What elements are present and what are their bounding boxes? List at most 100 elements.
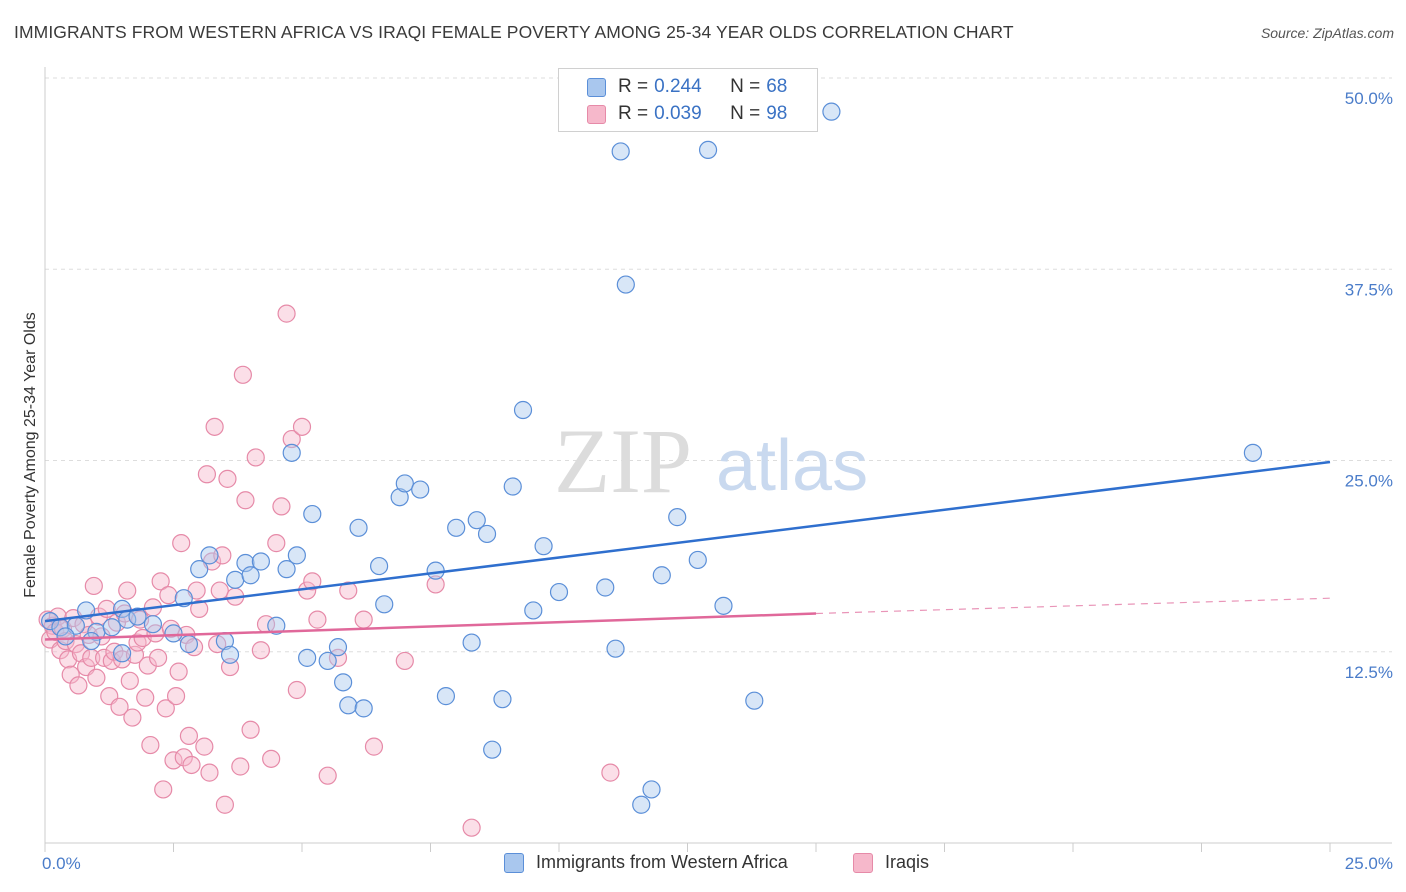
y-tick-label: 37.5% — [1345, 280, 1393, 299]
iraqis-points — [38, 304, 620, 837]
iraqis-point — [303, 572, 322, 591]
legend-r-value: 0.244 — [654, 76, 702, 97]
western-africa-point — [436, 687, 456, 706]
iraqis-point — [141, 735, 160, 755]
iraqis-point — [164, 751, 183, 770]
iraqis-point — [231, 757, 250, 776]
x-tick-label: 0.0% — [42, 854, 81, 873]
iraqis-point — [215, 795, 234, 814]
iraqis-point — [328, 648, 348, 667]
trend-lines — [44, 460, 1331, 641]
western-africa-point — [226, 570, 245, 589]
western-africa-point — [596, 578, 615, 597]
iraqis-point — [190, 599, 209, 619]
western-africa-point — [411, 480, 430, 499]
iraqis-point — [172, 534, 191, 553]
source-label: Source: ZipAtlas.com — [1260, 25, 1394, 41]
western-africa-point — [611, 142, 630, 161]
western-africa-point — [267, 616, 286, 635]
western-africa-point — [375, 595, 394, 614]
western-africa-point — [513, 400, 533, 420]
iraqis-point — [184, 638, 204, 657]
western-africa-point — [112, 644, 132, 663]
western-africa-point — [493, 690, 512, 709]
iraqis-trend-line — [44, 612, 817, 641]
western-africa-point — [606, 639, 625, 658]
iraqis-point — [292, 417, 312, 436]
iraqis-point — [156, 699, 175, 718]
iraqis-point — [277, 304, 296, 323]
western-africa-point — [426, 561, 445, 580]
iraqis-point — [169, 662, 188, 681]
legend-r-label: R = — [618, 103, 649, 124]
iraqis-point — [213, 546, 232, 565]
y-tick-label: 25.0% — [1345, 472, 1393, 491]
legend-n-value: 98 — [766, 103, 788, 124]
western-africa-point — [483, 740, 502, 759]
iraqis-point — [138, 656, 157, 675]
legend-n-label: N = — [730, 103, 761, 124]
iraqis-point — [287, 680, 306, 700]
iraqis-point — [148, 648, 168, 667]
legend-n-label: N = — [730, 76, 761, 97]
legend-row-iraqis: R = 0.039 N = 98 — [559, 101, 787, 127]
western-africa-point — [334, 673, 353, 692]
iraqis-point — [87, 668, 106, 687]
legend-item-western-africa[interactable]: Immigrants from Western Africa — [504, 852, 788, 873]
iraqis-point — [71, 644, 91, 663]
iraqis-point — [210, 581, 229, 600]
western-africa-point — [241, 566, 260, 585]
western-africa-point — [745, 691, 764, 710]
iraqis-point — [233, 365, 252, 384]
legend-row-western-africa: R = 0.244 N = 68 — [559, 74, 787, 100]
iraqis-point — [200, 763, 219, 782]
iraqis-point — [395, 651, 414, 671]
western-africa-point — [328, 638, 348, 657]
legend-r-label: R = — [618, 76, 649, 97]
iraqis-point — [205, 417, 224, 436]
correlation-legend: R = 0.244 N = 68 R = 0.039 N = 98 — [558, 68, 818, 132]
blue-swatch — [504, 852, 524, 873]
western-africa-point — [102, 618, 121, 637]
western-africa-point — [287, 546, 306, 565]
iraqis-point — [123, 708, 142, 727]
legend-item-label: Iraqis — [885, 852, 930, 872]
watermark-zip: ZIP — [554, 410, 692, 512]
western-africa-point — [395, 474, 414, 493]
western-africa-point — [143, 615, 163, 634]
iraqis-point — [364, 737, 384, 756]
x-tick-labels: 0.0% 25.0% — [42, 854, 1393, 873]
western-africa-point — [698, 140, 718, 160]
iraqis-point — [267, 534, 286, 553]
legend-item-label: Immigrants from Western Africa — [536, 852, 788, 872]
iraqis-point — [154, 780, 173, 799]
iraqis-point — [166, 687, 186, 706]
western-africa-point — [318, 651, 337, 671]
iraqis-point — [159, 586, 178, 605]
iraqis-point — [426, 575, 445, 594]
western-africa-point — [714, 596, 733, 615]
x-tick-label: 25.0% — [1345, 854, 1393, 873]
y-tick-labels: 12.5% 25.0% 37.5% 50.0% — [1345, 89, 1393, 682]
western-africa-point — [616, 275, 635, 294]
western-africa-point — [503, 477, 522, 496]
iraqis-point — [51, 641, 70, 660]
pink-swatch — [853, 852, 873, 873]
iraqis-point — [110, 697, 129, 716]
western-africa-point — [370, 556, 389, 576]
chart-title: IMMIGRANTS FROM WESTERN AFRICA VS IRAQI … — [14, 22, 1014, 42]
iraqis-point — [120, 671, 139, 690]
western-africa-point — [632, 795, 651, 814]
axes — [44, 67, 1392, 852]
iraqis-point — [151, 572, 170, 591]
western-africa-point — [534, 537, 553, 556]
legend-item-iraqis[interactable]: Iraqis — [853, 852, 929, 873]
western-africa-point — [447, 518, 466, 537]
iraqis-point — [282, 429, 301, 449]
western-africa-point — [462, 633, 481, 652]
western-africa-point — [524, 601, 543, 620]
western-africa-point — [179, 634, 199, 654]
iraqis-point — [339, 581, 358, 600]
western-africa-point — [128, 607, 147, 626]
iraqis-point — [182, 755, 201, 775]
